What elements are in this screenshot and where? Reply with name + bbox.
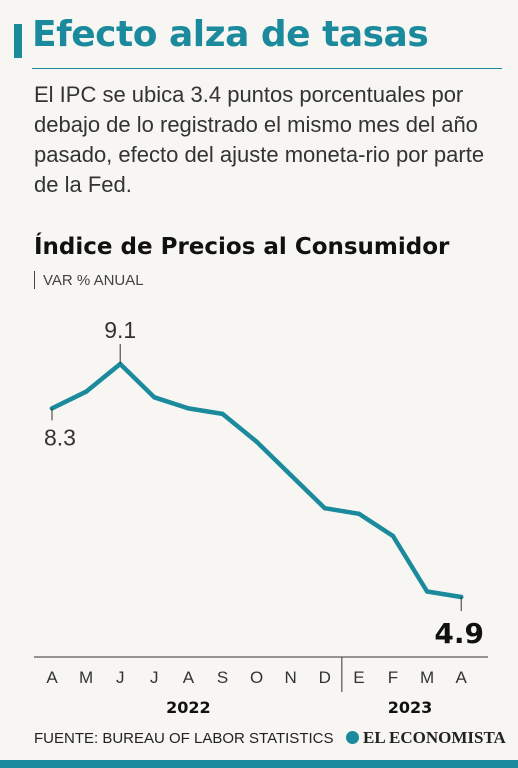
data-point (83, 389, 89, 394)
data-point (186, 406, 191, 411)
page-title: Efecto alza de tasas (32, 14, 429, 55)
x-tick-label: N (285, 668, 297, 687)
data-point (288, 472, 293, 478)
x-tick-label: A (456, 668, 468, 687)
data-point (390, 533, 396, 539)
chart-title: Índice de Precios al Consumidor (34, 234, 450, 260)
x-tick-label: M (79, 668, 93, 687)
x-tick-label: M (420, 668, 434, 687)
annotation-label-start: 8.3 (44, 424, 76, 450)
bottom-accent-bar (0, 760, 518, 768)
chart-unit-label: VAR % ANUAL (34, 271, 144, 289)
unit-bar (34, 271, 35, 289)
brand-logo: EL ECONOMISTA (346, 728, 506, 748)
series-line (49, 361, 464, 600)
data-point (424, 589, 430, 594)
data-point (152, 395, 157, 400)
x-tick-label: J (150, 668, 159, 687)
title-accent-bar (14, 24, 22, 58)
data-point (254, 439, 259, 444)
annotation-label-peak: 9.1 (104, 317, 136, 343)
x-tick-label: F (388, 668, 398, 687)
chart-unit-text: VAR % ANUAL (43, 272, 144, 289)
data-point (322, 506, 327, 511)
brand-name: EL ECONOMISTA (363, 728, 506, 747)
page-subtitle: El IPC se ubica 3.4 puntos porcentuales … (34, 82, 485, 197)
x-tick-label: A (46, 668, 58, 687)
x-tick-label: E (353, 668, 364, 687)
data-point (220, 411, 225, 417)
year-label: 2022 (166, 698, 211, 717)
year-label: 2023 (388, 698, 433, 717)
x-tick-label: O (250, 668, 263, 687)
x-tick-label: A (183, 668, 195, 687)
x-tick-label: D (319, 668, 331, 687)
data-point (49, 406, 55, 411)
annotation-label-latest: 4.9 (434, 617, 484, 650)
x-tick-label: J (116, 668, 125, 687)
globe-icon (346, 731, 359, 744)
x-tick-label: S (217, 668, 228, 687)
title-divider (32, 68, 502, 69)
data-point (356, 511, 362, 516)
source-note: FUENTE: BUREAU OF LABOR STATISTICS (34, 730, 334, 747)
